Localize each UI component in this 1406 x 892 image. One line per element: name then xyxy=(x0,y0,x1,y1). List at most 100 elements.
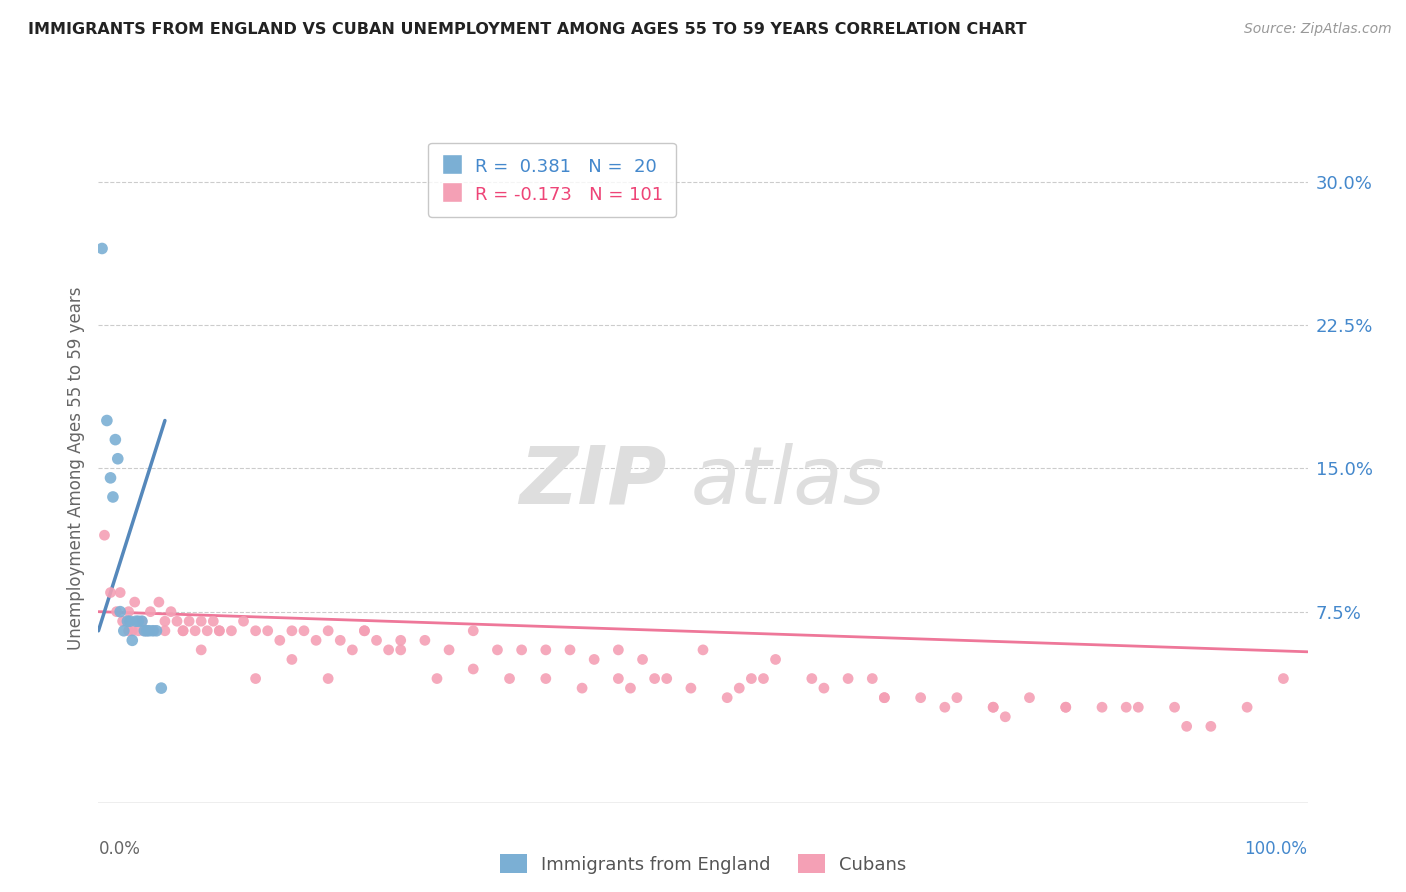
Point xyxy=(101,490,124,504)
Point xyxy=(1128,700,1150,714)
Point xyxy=(1091,700,1114,714)
Point xyxy=(305,633,328,648)
Point xyxy=(389,633,412,648)
Point xyxy=(571,681,593,695)
Point xyxy=(1054,700,1077,714)
Point xyxy=(245,672,267,686)
Point xyxy=(607,643,630,657)
Point xyxy=(353,624,375,638)
Point xyxy=(121,624,143,638)
Point xyxy=(256,624,278,638)
Point xyxy=(160,605,183,619)
Point xyxy=(208,624,231,638)
Point xyxy=(127,614,149,628)
Y-axis label: Unemployment Among Ages 55 to 59 years: Unemployment Among Ages 55 to 59 years xyxy=(66,286,84,650)
Point xyxy=(184,624,207,638)
Point xyxy=(91,242,114,256)
Point xyxy=(177,614,201,628)
Point xyxy=(202,614,225,628)
Point xyxy=(112,624,135,638)
Point xyxy=(1163,700,1185,714)
Point xyxy=(740,672,762,686)
Point xyxy=(245,624,267,638)
Point xyxy=(644,672,666,686)
Point xyxy=(558,643,581,657)
Point xyxy=(131,614,153,628)
Point xyxy=(873,690,896,705)
Point xyxy=(131,614,153,628)
Point xyxy=(190,614,212,628)
Point xyxy=(752,672,775,686)
Point xyxy=(195,624,218,638)
Point xyxy=(172,624,194,638)
Point xyxy=(100,471,122,485)
Point xyxy=(765,652,787,666)
Point xyxy=(813,681,835,695)
Point xyxy=(139,605,162,619)
Point xyxy=(946,690,969,705)
Point xyxy=(190,643,212,657)
Point xyxy=(837,672,859,686)
Point xyxy=(118,614,141,628)
Point xyxy=(125,614,148,628)
Point xyxy=(134,624,156,638)
Point xyxy=(269,633,291,648)
Point xyxy=(607,672,630,686)
Point xyxy=(127,624,149,638)
Point xyxy=(716,690,738,705)
Point xyxy=(426,672,449,686)
Point xyxy=(107,451,129,466)
Point xyxy=(142,624,165,638)
Point xyxy=(134,624,156,638)
Point xyxy=(100,585,122,599)
Point xyxy=(96,413,118,427)
Point xyxy=(124,595,146,609)
Text: 0.0%: 0.0% xyxy=(98,839,141,857)
Point xyxy=(981,700,1004,714)
Point xyxy=(118,605,141,619)
Point xyxy=(655,672,678,686)
Point xyxy=(150,681,173,695)
Point xyxy=(232,614,254,628)
Point xyxy=(510,643,533,657)
Point xyxy=(728,681,751,695)
Point xyxy=(583,652,606,666)
Point xyxy=(121,633,143,648)
Text: ZIP: ZIP xyxy=(519,442,666,521)
Point xyxy=(934,700,956,714)
Text: IMMIGRANTS FROM ENGLAND VS CUBAN UNEMPLOYMENT AMONG AGES 55 TO 59 YEARS CORRELAT: IMMIGRANTS FROM ENGLAND VS CUBAN UNEMPLO… xyxy=(28,22,1026,37)
Point xyxy=(498,672,520,686)
Point xyxy=(1115,700,1137,714)
Point xyxy=(316,672,339,686)
Point xyxy=(148,595,170,609)
Point xyxy=(437,643,460,657)
Legend: Immigrants from England, Cubans: Immigrants from England, Cubans xyxy=(492,847,914,880)
Point xyxy=(389,643,412,657)
Point xyxy=(118,624,141,638)
Point xyxy=(860,672,883,686)
Point xyxy=(486,643,509,657)
Point xyxy=(111,614,134,628)
Point xyxy=(1272,672,1295,686)
Point xyxy=(1175,719,1198,733)
Point xyxy=(873,690,896,705)
Point xyxy=(143,624,166,638)
Point xyxy=(910,690,932,705)
Text: 100.0%: 100.0% xyxy=(1244,839,1308,857)
Point xyxy=(692,643,714,657)
Point xyxy=(366,633,388,648)
Point xyxy=(135,624,157,638)
Point xyxy=(534,643,557,657)
Point xyxy=(135,624,157,638)
Point xyxy=(1236,700,1258,714)
Point xyxy=(108,605,131,619)
Point xyxy=(281,624,304,638)
Point xyxy=(292,624,315,638)
Point xyxy=(994,710,1017,724)
Point xyxy=(631,652,654,666)
Point xyxy=(145,624,167,638)
Point xyxy=(353,624,375,638)
Point xyxy=(138,624,160,638)
Point xyxy=(104,433,127,447)
Point xyxy=(117,614,139,628)
